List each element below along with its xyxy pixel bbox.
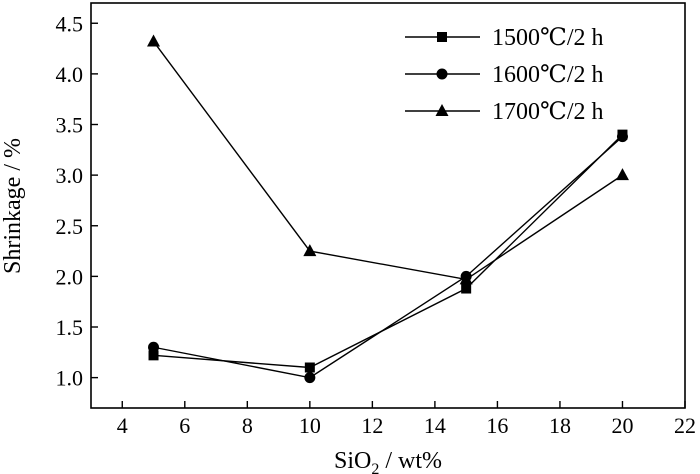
data-point-circle — [304, 372, 316, 384]
y-tick-label: 4.0 — [56, 62, 84, 87]
data-point-triangle — [615, 168, 629, 181]
legend-marker-triangle — [435, 104, 449, 116]
y-tick-label: 2.5 — [56, 214, 84, 239]
legend-label: 1600℃/2 h — [492, 62, 604, 88]
x-tick-label: 8 — [242, 413, 253, 438]
legend-label: 1700℃/2 h — [492, 99, 604, 125]
legend-marker-square — [437, 32, 447, 42]
series-circle — [148, 131, 628, 384]
y-tick-label: 1.5 — [56, 315, 84, 340]
y-tick-label: 1.0 — [56, 366, 84, 391]
legend-item: 1500℃/2 h — [405, 25, 604, 51]
series-group — [147, 34, 629, 384]
data-point-square — [304, 362, 315, 373]
legend: 1500℃/2 h 1600℃/2 h 1700℃/2 h — [405, 25, 604, 125]
x-tick-label: 22 — [674, 413, 696, 438]
series-square — [148, 129, 628, 373]
data-point-square — [461, 283, 472, 294]
x-tick-label: 12 — [361, 413, 383, 438]
x-axis-ticks: 4 6 8 10 12 14 16 18 20 22 — [117, 401, 696, 438]
data-point-square — [148, 350, 159, 361]
plot-frame — [90, 2, 686, 409]
legend-item: 1600℃/2 h — [405, 62, 604, 88]
x-tick-label: 16 — [486, 413, 508, 438]
y-axis-title: Shrinkage / % — [0, 138, 26, 274]
data-point-triangle — [459, 272, 473, 285]
data-point-triangle — [147, 34, 161, 47]
data-point-circle — [616, 131, 628, 143]
y-tick-label: 3.5 — [56, 113, 84, 138]
y-tick-label: 4.5 — [56, 11, 84, 36]
y-axis-ticks: 1.0 1.5 2.0 2.5 3.0 3.5 4.0 4.5 — [56, 11, 98, 391]
x-tick-label: 6 — [179, 413, 190, 438]
series-line — [152, 41, 623, 281]
legend-label: 1500℃/2 h — [492, 25, 604, 51]
data-point-triangle — [303, 244, 317, 257]
series-line — [153, 134, 623, 369]
y-tick-label: 2.0 — [56, 264, 84, 289]
series-triangle — [147, 34, 629, 285]
data-point-circle — [148, 341, 160, 353]
x-tick-label: 4 — [117, 413, 128, 438]
series-line — [153, 136, 623, 379]
x-tick-label: 18 — [549, 413, 571, 438]
x-axis-title: SiO2 / wt% — [334, 448, 442, 474]
x-tick-label: 10 — [299, 413, 321, 438]
x-tick-label: 20 — [611, 413, 633, 438]
x-tick-label: 14 — [424, 413, 446, 438]
y-tick-label: 3.0 — [56, 163, 84, 188]
legend-marker-circle — [436, 68, 448, 80]
legend-item: 1700℃/2 h — [405, 99, 604, 125]
